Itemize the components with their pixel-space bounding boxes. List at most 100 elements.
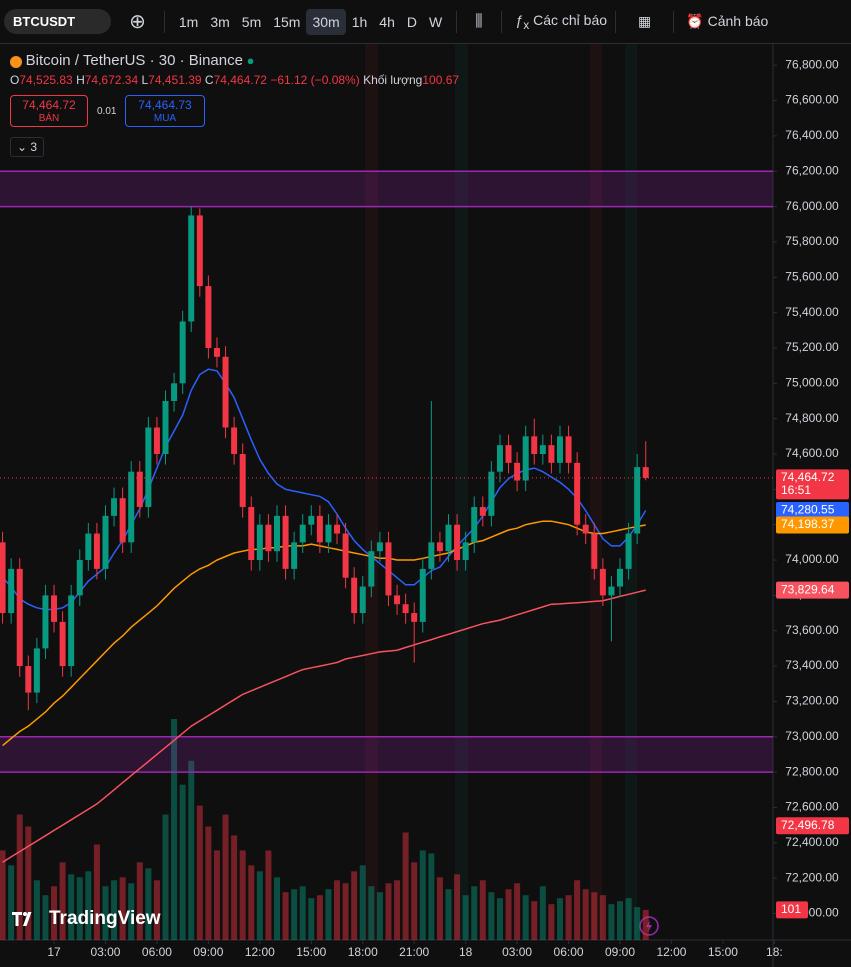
indicators-button[interactable]: ƒx Các chỉ báo: [515, 11, 608, 32]
candle-body: [488, 471, 495, 516]
interval-button[interactable]: 1h: [351, 13, 368, 30]
logo: TradingView: [12, 908, 161, 929]
volume-bar: [522, 895, 529, 940]
volume-bar: [128, 883, 135, 940]
interval-button[interactable]: W: [428, 13, 443, 30]
volume-bar: [351, 871, 358, 940]
candle-body: [179, 321, 186, 384]
candle-body: [153, 427, 160, 455]
c-label: C: [204, 73, 214, 87]
volume-bar: [599, 895, 606, 940]
candle-body: [59, 621, 66, 667]
candle-body: [0, 542, 6, 614]
candle-body: [33, 648, 40, 693]
session-band: [625, 44, 637, 940]
volume-bar: [385, 883, 392, 940]
top-toolbar: BTCUSDT ⊕ 1m 3m 5m 15m 30m 1h 4h D W ⫼ ƒx Các ch…: [0, 0, 851, 44]
replay-icon: [646, 920, 652, 932]
candle-body: [428, 542, 435, 569]
volume-bar: [411, 862, 418, 940]
sell-button[interactable]: 74,464.72 BÁN: [10, 95, 88, 127]
interval-button[interactable]: 15m: [273, 13, 301, 30]
volume-bar: [162, 814, 169, 940]
candle-body: [342, 533, 349, 578]
volume-bar: [42, 895, 49, 940]
h-value: 74,672.34: [84, 73, 139, 87]
y-tick-label: 74,600.00: [785, 446, 839, 460]
volume-bar: [291, 889, 298, 940]
o-label: O: [10, 73, 20, 87]
compare-button[interactable]: ⊕: [129, 11, 146, 33]
x-tick-label: 03:00: [502, 945, 532, 959]
candle-body: [385, 542, 392, 596]
y-tick-label: 75,000.00: [785, 375, 839, 389]
volume-bar: [582, 889, 589, 940]
candle-body: [608, 586, 615, 596]
interval-button[interactable]: 4h: [379, 13, 395, 30]
y-tick-label: 72,400.00: [785, 835, 839, 849]
h-label: H: [76, 73, 85, 87]
interval-button[interactable]: 30m: [306, 8, 346, 35]
interval-button[interactable]: 3m: [210, 13, 230, 30]
interval-button[interactable]: 5m: [241, 13, 262, 30]
symbol-search[interactable]: BTCUSDT: [4, 9, 112, 34]
x-tick-label: 09:00: [193, 945, 223, 959]
volume-bar: [119, 877, 126, 940]
candle-body: [548, 445, 555, 463]
candle-body: [248, 507, 255, 561]
candle-body: [265, 524, 272, 552]
x-tick-label: 12:00: [245, 945, 275, 959]
volume-bar: [531, 901, 538, 940]
volume-bar: [428, 853, 435, 940]
volume-bar: [51, 886, 58, 940]
y-tick-label: 74,000.00: [785, 552, 839, 566]
logo-text: TradingView: [49, 908, 161, 929]
candle-body: [231, 427, 238, 455]
indicator-toggle[interactable]: ⌄ 3: [10, 137, 45, 157]
volume-bar: [608, 904, 615, 940]
volume-bar: [239, 850, 246, 940]
candle-body: [291, 542, 298, 569]
candle-body: [496, 445, 503, 472]
market-status: ●: [246, 53, 255, 68]
interval-button[interactable]: D: [406, 13, 417, 30]
candle-body: [8, 568, 15, 614]
y-tick-label: 75,600.00: [785, 269, 839, 283]
alerts-button[interactable]: ⏰ Cảnh báo: [686, 13, 769, 29]
price-tag: [776, 581, 849, 599]
layouts-button[interactable]: ▦: [638, 13, 652, 29]
x-tick-label: 17: [47, 945, 61, 959]
volume-bar: [68, 874, 75, 940]
replay-button[interactable]: [639, 916, 659, 936]
o-value: 74,525.83: [19, 73, 73, 87]
volume-bar: [76, 877, 83, 940]
volume-bar: [282, 892, 289, 940]
chart-type-button[interactable]: ⫼: [475, 12, 483, 30]
interval-list: 1m 3m 5m 15m 30m 1h 4h D W: [173, 8, 448, 35]
candle-body: [582, 524, 589, 534]
y-tick-label: 74,800.00: [785, 411, 839, 425]
price-tag: [776, 516, 849, 534]
candle-body: [351, 577, 358, 614]
x-tick-label: 18:00: [348, 945, 378, 959]
volume-bar: [299, 886, 306, 940]
candle-body: [599, 568, 606, 596]
volume-bar: [376, 892, 383, 940]
zone: [0, 736, 773, 773]
buy-button[interactable]: 74,464.73 MUA: [125, 95, 205, 127]
volume-bar: [394, 880, 401, 940]
volume-bar: [505, 889, 512, 940]
y-tick-label: 76,400.00: [785, 128, 839, 142]
candle-body: [102, 515, 109, 569]
price-tag: [776, 469, 849, 500]
volume-bar: [342, 883, 349, 940]
price-tag-label: 74,198.37: [781, 517, 835, 531]
y-tick-label: 76,800.00: [785, 57, 839, 71]
y-tick-label: 75,400.00: [785, 305, 839, 319]
interval-button[interactable]: 1m: [178, 13, 199, 30]
candle-body: [565, 436, 572, 463]
x-tick-label: 15:00: [296, 945, 326, 959]
candle-body: [376, 542, 383, 552]
y-tick-label: 75,200.00: [785, 340, 839, 354]
